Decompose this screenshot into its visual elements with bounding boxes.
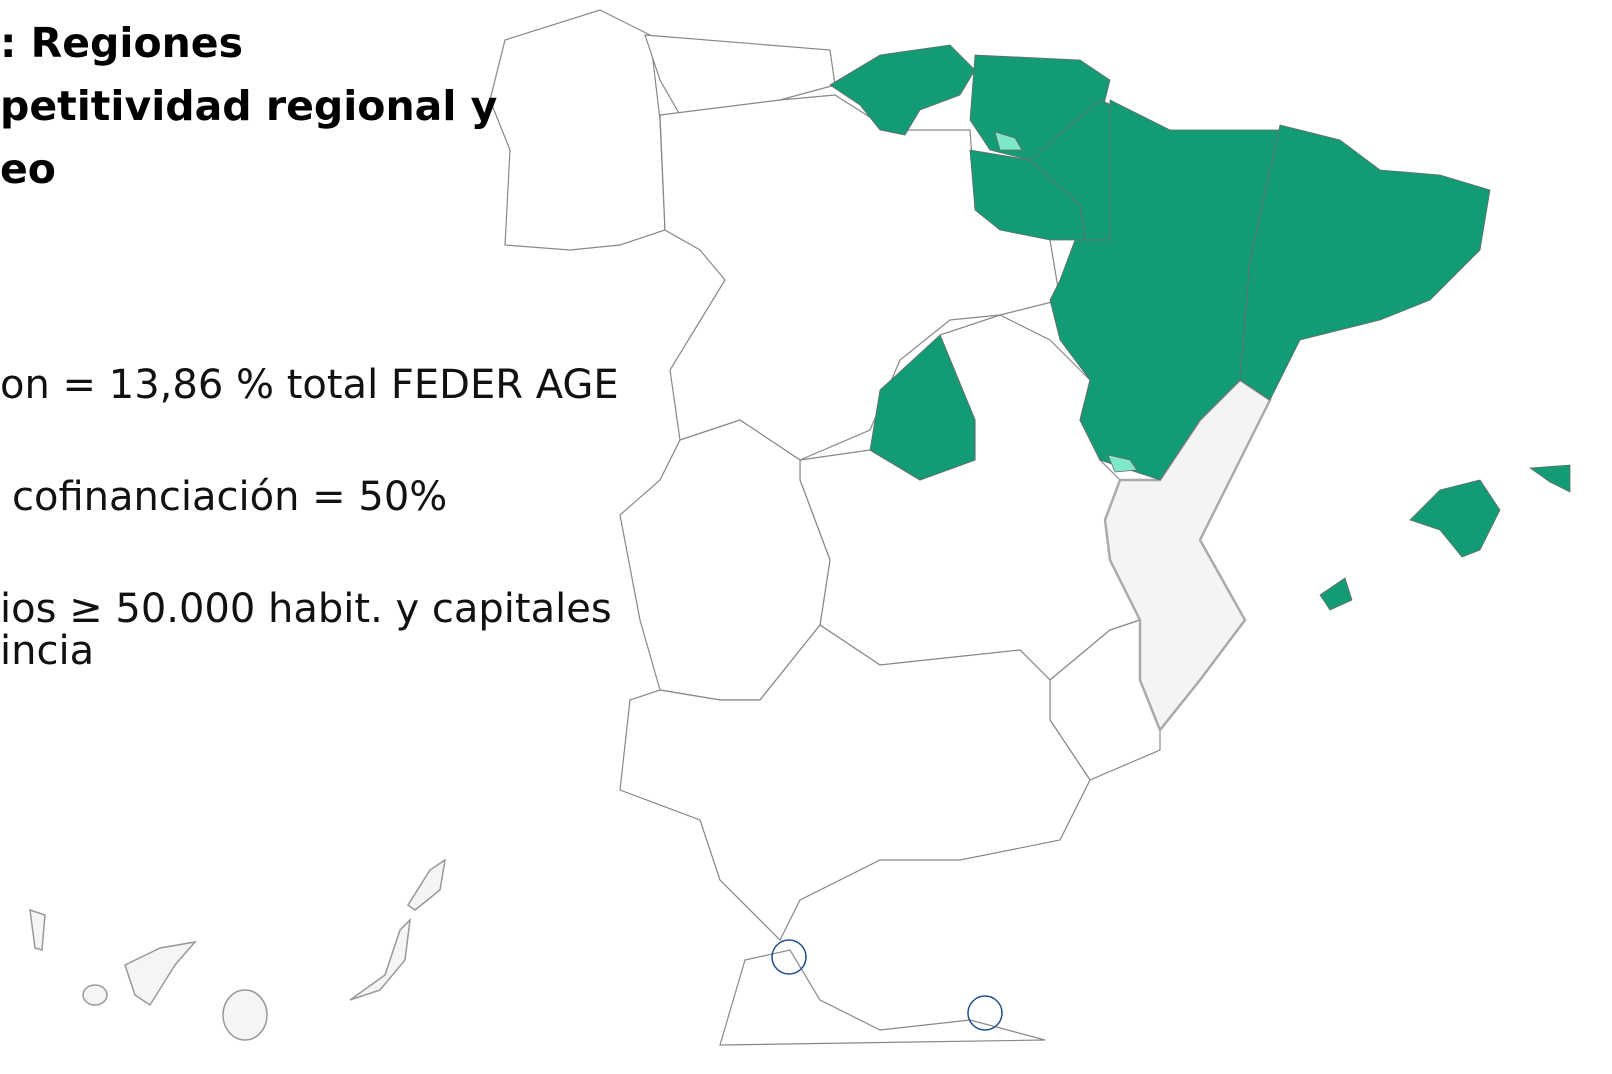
island-canarias xyxy=(408,860,445,910)
bullet: cofinanciación = 50% xyxy=(12,476,447,518)
island-canarias xyxy=(83,985,107,1005)
bullet: on = 13,86 % total FEDER AGE xyxy=(0,364,619,406)
slide-title: : Regiones petitividad regional y eo xyxy=(0,12,497,201)
island-mallorca xyxy=(1410,480,1500,557)
island-canarias xyxy=(223,990,267,1040)
africa-coast xyxy=(720,950,1045,1045)
region-galicia xyxy=(490,10,665,250)
island-canarias xyxy=(30,910,45,950)
title-line: : Regiones xyxy=(0,12,497,75)
bullet-line: cofinanciación = 50% xyxy=(12,476,447,518)
region-cataluna xyxy=(1240,125,1490,400)
slide: : Regiones petitividad regional y eo on … xyxy=(0,0,1612,1074)
bullet-line: incia xyxy=(0,630,612,672)
bullet-line: on = 13,86 % total FEDER AGE xyxy=(0,364,619,406)
title-line: eo xyxy=(0,138,497,201)
bullet-line: ios ≥ 50.000 habit. y capitales xyxy=(0,588,612,630)
island-menorca xyxy=(1530,465,1570,492)
island-canarias xyxy=(125,942,195,1005)
island-canarias xyxy=(350,920,410,1000)
island-ibiza xyxy=(1320,578,1352,610)
title-line: petitividad regional y xyxy=(0,75,497,138)
